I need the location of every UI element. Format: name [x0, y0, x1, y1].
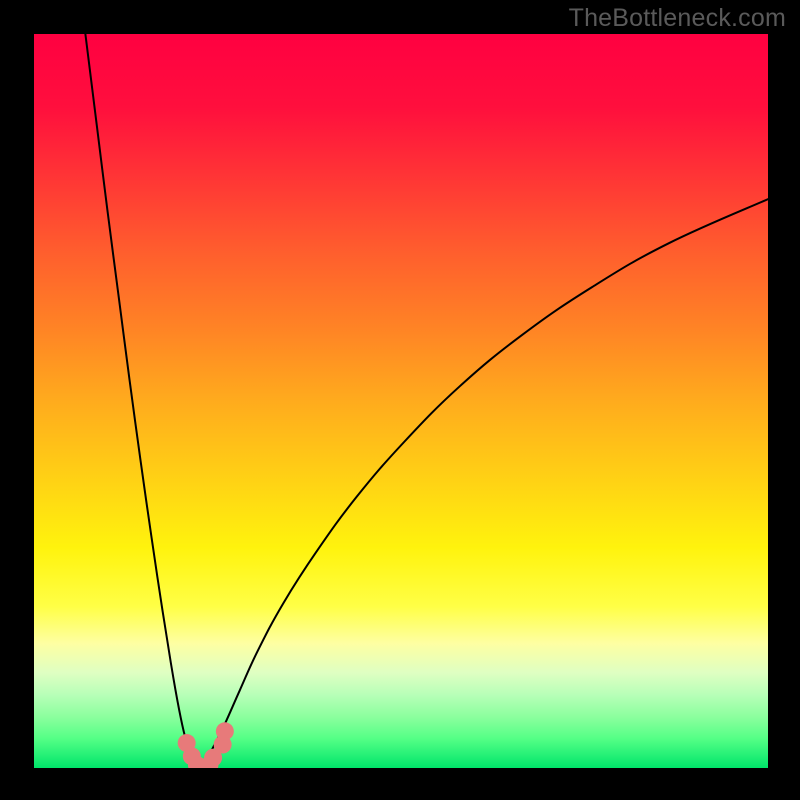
marker-point [216, 722, 234, 740]
gradient-background [34, 34, 768, 768]
watermark-text: TheBottleneck.com [569, 4, 786, 33]
chart-svg [34, 34, 768, 768]
plot-area [34, 34, 768, 768]
chart-container: TheBottleneck.com [0, 0, 800, 800]
